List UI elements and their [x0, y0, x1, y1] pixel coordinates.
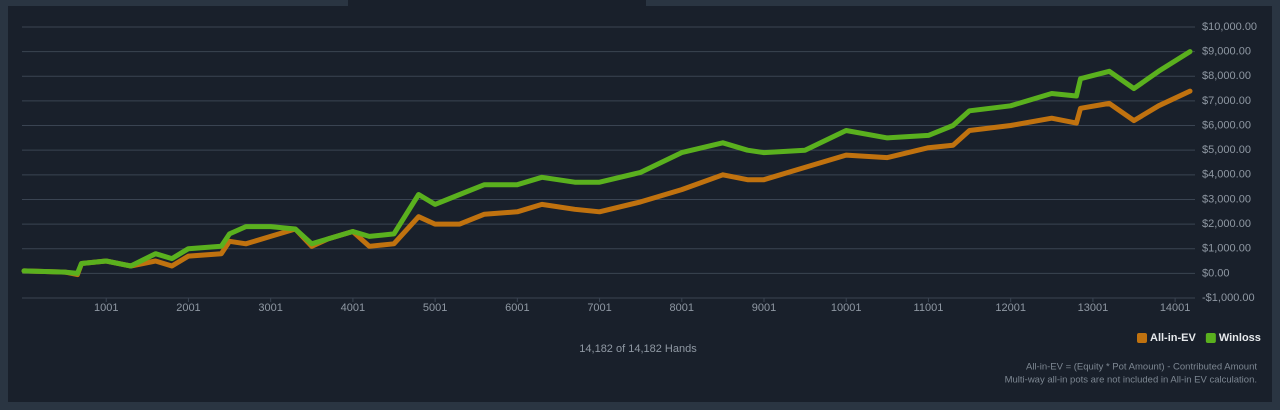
- x-tick-label: 13001: [1078, 302, 1109, 314]
- y-tick-label: $8,000.00: [1202, 70, 1251, 82]
- hands-label: 14,182 of 14,182 Hands: [579, 343, 697, 355]
- x-tick-label: 8001: [670, 302, 694, 314]
- x-tick-label: 1001: [94, 302, 118, 314]
- note: All-in-EV = (Equity * Pot Amount) - Cont…: [1026, 362, 1257, 373]
- y-tick-label: $9,000.00: [1202, 46, 1251, 58]
- note: Multi-way all-in pots are not included i…: [1005, 375, 1257, 386]
- x-tick-label: 12001: [995, 302, 1026, 314]
- y-tick-label: $4,000.00: [1202, 169, 1251, 181]
- tab: [348, 0, 646, 6]
- x-tick-label: 14001: [1160, 302, 1191, 314]
- x-tick-label: 4001: [341, 302, 365, 314]
- x-tick-label: 11001: [914, 302, 944, 314]
- x-tick-label: 3001: [258, 302, 282, 314]
- y-tick-label: $3,000.00: [1202, 193, 1251, 205]
- y-tick-label: $2,000.00: [1202, 218, 1251, 230]
- x-tick-label: 9001: [752, 302, 776, 314]
- legend-swatch: [1137, 333, 1147, 343]
- legend-label: Winloss: [1219, 332, 1261, 344]
- series-line: [21, 88, 1193, 278]
- y-tick-label: $10,000.00: [1202, 21, 1257, 33]
- x-tick-label: 5001: [423, 302, 447, 314]
- x-tick-label: 10001: [831, 302, 862, 314]
- x-tick-label: 7001: [587, 302, 611, 314]
- legend-swatch: [1205, 333, 1216, 343]
- series-line: [21, 49, 1193, 276]
- y-tick-label: $7,000.00: [1202, 95, 1251, 107]
- y-tick-label: -$1,000.00: [1202, 292, 1255, 304]
- y-tick-label: $1,000.00: [1202, 243, 1251, 255]
- x-tick-label: 6001: [505, 302, 529, 314]
- x-tick-label: 2001: [176, 302, 200, 314]
- y-tick-label: $0.00: [1202, 267, 1230, 279]
- y-tick-label: $5,000.00: [1202, 144, 1251, 156]
- y-tick-label: $6,000.00: [1202, 119, 1251, 131]
- legend-label: All-in-EV: [1150, 332, 1196, 344]
